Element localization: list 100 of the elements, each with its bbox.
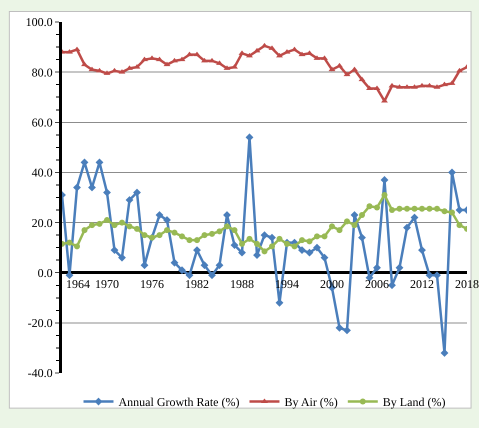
point (442, 208, 448, 214)
point (179, 233, 185, 240)
point (456, 206, 464, 214)
y-tick-label: -20.0 (28, 316, 53, 330)
point (119, 220, 125, 226)
point (230, 241, 238, 250)
legend-label: Annual Growth Rate (%) (118, 395, 240, 410)
point (396, 206, 402, 212)
point (209, 230, 215, 237)
y-tick-label: 100.0 (26, 15, 53, 30)
point (366, 203, 372, 210)
x-tick-label: 1976 (140, 277, 164, 291)
point (320, 254, 328, 262)
point (260, 231, 268, 240)
point (164, 62, 170, 66)
point (359, 212, 365, 218)
point (73, 184, 81, 192)
point (246, 236, 252, 242)
point (88, 66, 96, 72)
point (194, 52, 200, 56)
point (404, 84, 410, 89)
point (314, 233, 320, 240)
point (306, 238, 312, 244)
y-tick-label: 20.0 (32, 216, 53, 230)
point (344, 72, 350, 76)
point (194, 237, 200, 244)
point (82, 227, 88, 234)
point (404, 206, 410, 212)
point (269, 243, 275, 250)
point (440, 349, 448, 357)
point (141, 56, 148, 62)
point (156, 232, 162, 238)
point (81, 62, 88, 66)
point (403, 224, 411, 232)
point (412, 206, 418, 212)
point (366, 85, 373, 90)
y-tick-label: -40.0 (28, 366, 53, 380)
x-tick-label: 1982 (185, 277, 209, 291)
x-tick-label: 2006 (365, 277, 389, 291)
x-tick-label: 1988 (230, 277, 254, 291)
point (448, 168, 456, 176)
point (200, 261, 208, 270)
point (224, 223, 230, 230)
point (350, 211, 358, 219)
point (389, 207, 395, 214)
point (216, 228, 222, 234)
point (126, 196, 134, 204)
x-tick-label: 1970 (95, 277, 119, 291)
point (246, 52, 253, 58)
point (126, 65, 133, 70)
point (239, 240, 245, 247)
y-tick-label: 40.0 (32, 166, 53, 180)
point (299, 237, 305, 244)
point (171, 58, 178, 62)
point (118, 254, 126, 262)
point (156, 56, 163, 62)
point (418, 246, 426, 254)
point (276, 236, 282, 242)
line-series (62, 42, 467, 102)
point (306, 248, 314, 257)
point (374, 85, 380, 90)
x-tick-label: 2012 (410, 277, 434, 291)
point (96, 220, 102, 227)
point (382, 192, 388, 198)
point (426, 206, 432, 212)
point (351, 66, 358, 72)
point (292, 243, 298, 250)
point (89, 222, 95, 228)
point (268, 45, 276, 50)
point (396, 84, 403, 89)
point (276, 52, 283, 58)
point (411, 84, 418, 89)
point (396, 264, 404, 272)
point (358, 76, 366, 82)
point (344, 218, 350, 224)
point (103, 188, 111, 196)
point (441, 82, 448, 86)
point (410, 214, 418, 222)
point (373, 264, 381, 272)
point (104, 70, 110, 75)
point (254, 48, 260, 52)
point (336, 62, 343, 68)
point (336, 324, 344, 332)
point (186, 237, 192, 244)
point (298, 52, 306, 56)
point (178, 266, 186, 274)
point (329, 223, 335, 230)
point (426, 271, 434, 280)
point (186, 271, 194, 280)
point (433, 271, 441, 280)
point (231, 64, 238, 69)
point (322, 233, 328, 240)
point (208, 271, 216, 280)
point (66, 240, 72, 246)
point (434, 206, 440, 212)
point (224, 65, 230, 70)
point (163, 216, 171, 224)
point (216, 261, 224, 270)
point (262, 248, 268, 254)
point (156, 211, 164, 219)
